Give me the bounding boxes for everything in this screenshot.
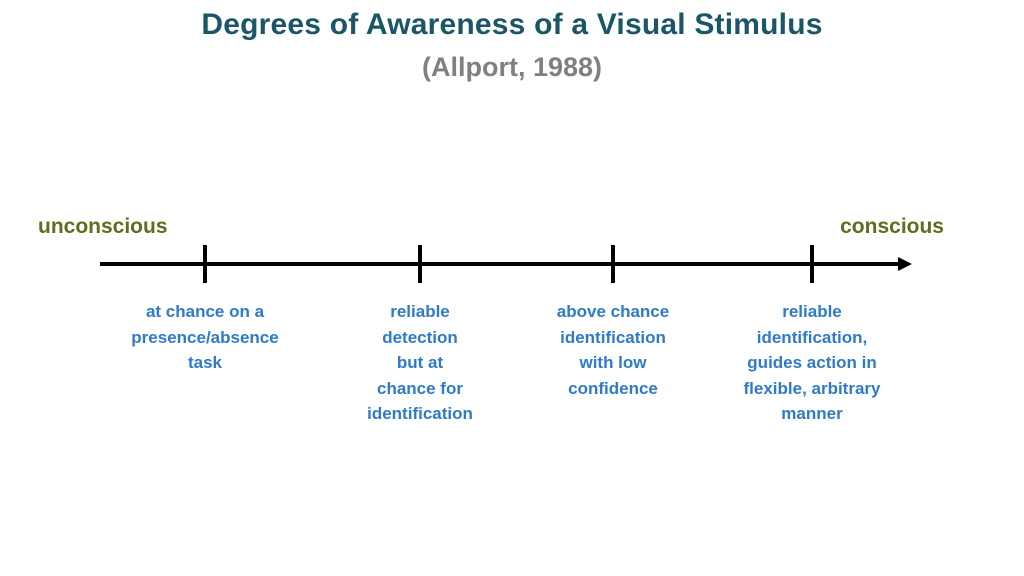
stage-4-line-4: flexible, arbitrary xyxy=(743,378,881,398)
stage-4-line-3: guides action in xyxy=(747,353,877,372)
endpoint-unconscious-label: unconscious xyxy=(38,215,168,238)
stage-3-line-2: identification xyxy=(560,327,666,347)
stage-1-line-2: presence/absence xyxy=(131,327,279,347)
stage-3-line-3: with low xyxy=(579,353,647,372)
stage-label-1: at chance on a presence/absence task xyxy=(115,299,295,376)
stage-4-line-5: manner xyxy=(781,404,843,423)
stage-3-line-4: confidence xyxy=(568,378,658,398)
axis-arrowhead-icon xyxy=(898,257,912,271)
stage-2-line-5: identification xyxy=(367,404,473,423)
stage-1-line-3: task xyxy=(187,353,223,372)
stage-2-line-4: chance for xyxy=(377,378,463,398)
stage-2-line-2: detection xyxy=(382,327,458,347)
stage-label-4: reliable identification, guides action i… xyxy=(722,299,902,427)
stage-1-line-1: at chance on a xyxy=(145,302,265,321)
endpoint-conscious-label: conscious xyxy=(840,215,944,238)
stage-label-2: reliable detection but at chance for ide… xyxy=(330,299,510,427)
stage-3-line-1: above chance xyxy=(556,302,670,321)
diagram-title: Degrees of Awareness of a Visual Stimulu… xyxy=(201,8,823,41)
stage-2-line-1: reliable xyxy=(390,302,450,321)
stage-2-line-3: but at xyxy=(396,353,444,372)
diagram-subtitle: (Allport, 1988) xyxy=(421,52,603,82)
stage-4-line-2: identification, xyxy=(756,327,868,347)
stage-label-3: above chance identification with low con… xyxy=(523,299,703,401)
stage-4-line-1: reliable xyxy=(782,302,842,321)
